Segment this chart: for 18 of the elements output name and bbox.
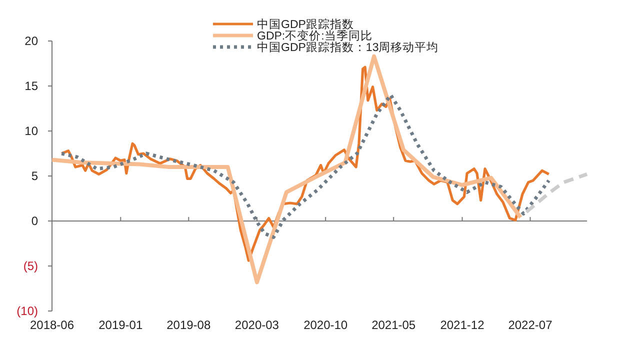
y-tick-label: 5 <box>31 169 38 183</box>
legend-label: GDP:不变价:当季同比 <box>257 28 372 42</box>
y-tick-label: 0 <box>31 214 38 228</box>
x-tick-label: 2019-08 <box>166 318 211 332</box>
y-tick-label: 10 <box>24 124 38 138</box>
x-tick-label: 2020-03 <box>234 318 280 332</box>
y-tick-label: (10) <box>16 304 38 318</box>
y-tick-label: 15 <box>24 79 38 93</box>
x-tick-label: 2019-01 <box>98 318 143 332</box>
y-tick-label: 20 <box>24 34 38 48</box>
x-tick-label: 2022-07 <box>508 318 553 332</box>
x-tick-label: 2018-06 <box>30 318 74 332</box>
legend-label: 中国GDP跟踪指数：13周移动平均 <box>257 40 439 54</box>
x-tick-label: 2021-12 <box>440 318 485 332</box>
y-tick-label: (5) <box>23 259 38 273</box>
x-tick-label: 2020-10 <box>304 318 348 332</box>
x-tick-label: 2021-05 <box>372 318 416 332</box>
legend-label: 中国GDP跟踪指数 <box>257 17 354 31</box>
